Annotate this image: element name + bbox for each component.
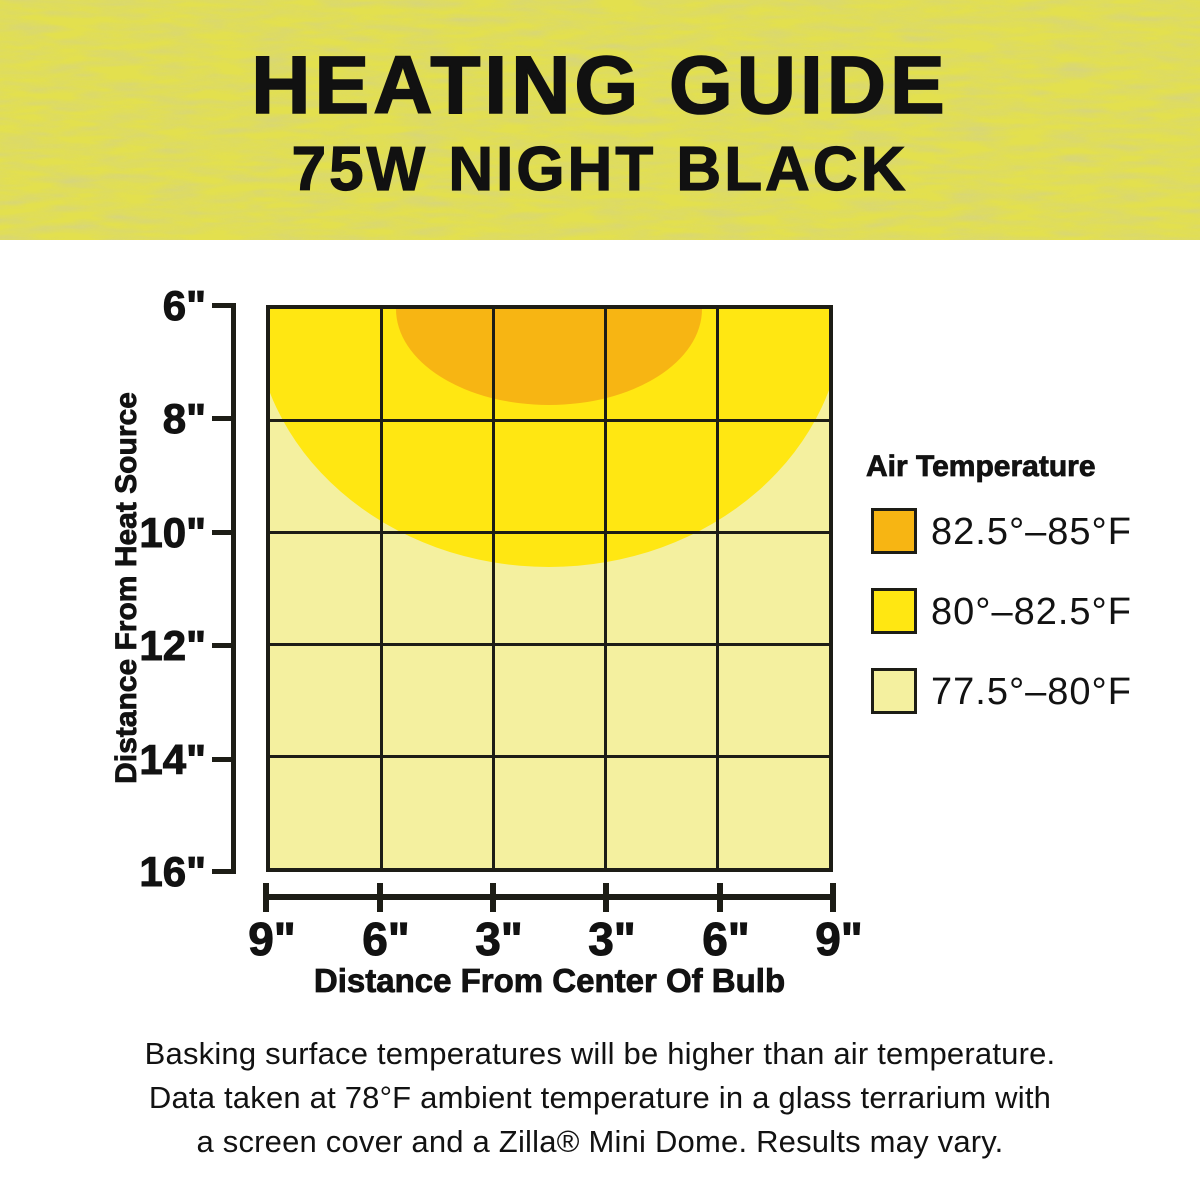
y-tick-label: 8": [162, 395, 206, 442]
y-tick-mark: [212, 757, 236, 762]
page-title: HEATING GUIDE: [250, 40, 949, 131]
x-tick-mark: [830, 883, 836, 912]
legend-title: Air Temperature: [866, 450, 1096, 484]
y-axis-title: Distance From Heat Source: [110, 392, 144, 785]
grid-line-horizontal: [270, 755, 829, 759]
legend-item: 80°–82.5°F: [871, 588, 1191, 634]
legend-label: 82.5°–85°F: [931, 511, 1132, 553]
page-subtitle: 75W NIGHT BLACK: [291, 135, 909, 204]
legend-label: 80°–82.5°F: [931, 591, 1132, 633]
x-tick-label: 9": [248, 913, 296, 965]
y-tick-mark: [212, 643, 236, 648]
y-tick-mark: [212, 869, 236, 874]
caption-line: Basking surface temperatures will be hig…: [144, 1036, 1056, 1071]
legend-item: 77.5°–80°F: [871, 668, 1191, 714]
x-tick-label: 6": [702, 913, 750, 965]
x-tick-mark: [717, 883, 723, 912]
grid-line-vertical: [716, 309, 720, 868]
legend-swatch-yellow: [871, 588, 917, 634]
x-tick-label: 3": [475, 913, 523, 965]
x-tick-mark: [490, 883, 496, 912]
y-tick-label: 6": [162, 282, 206, 329]
grid-line-vertical: [491, 309, 495, 868]
plot-area: [266, 305, 833, 872]
y-tick-mark: [212, 303, 236, 308]
grid-line-vertical: [604, 309, 608, 868]
y-axis-line: [231, 303, 236, 873]
y-tick-label: 16": [139, 848, 207, 895]
y-tick-label: 14": [139, 736, 207, 783]
banner: HEATING GUIDE 75W NIGHT BLACK: [0, 0, 1200, 240]
caption: Basking surface temperatures will be hig…: [0, 1032, 1200, 1164]
legend-label: 77.5°–80°F: [931, 671, 1132, 713]
x-tick-mark: [603, 883, 609, 912]
grid-line-horizontal: [270, 530, 829, 534]
caption-line: a screen cover and a Zilla® Mini Dome. R…: [196, 1124, 1004, 1159]
x-tick-label: 9": [815, 913, 863, 965]
legend-swatch-pale-yellow: [871, 668, 917, 714]
banner-text: HEATING GUIDE 75W NIGHT BLACK: [0, 0, 1200, 240]
x-axis-title: Distance From Center Of Bulb: [313, 962, 786, 1000]
x-tick-label: 3": [588, 913, 636, 965]
legend-item: 82.5°–85°F: [871, 508, 1191, 554]
y-tick-label: 12": [139, 622, 207, 669]
grid-line-vertical: [379, 309, 383, 868]
grid-line-horizontal: [270, 418, 829, 422]
x-axis-line: [266, 894, 833, 900]
caption-line: Data taken at 78°F ambient temperature i…: [148, 1080, 1052, 1115]
y-tick-mark: [212, 530, 236, 535]
y-tick-label: 10": [139, 509, 207, 556]
x-tick-mark: [377, 883, 383, 912]
banner-texture: [0, 0, 1200, 240]
y-tick-mark: [212, 416, 236, 421]
legend-swatch-orange: [871, 508, 917, 554]
x-tick-label: 6": [362, 913, 410, 965]
x-tick-mark: [263, 883, 269, 912]
grid-line-horizontal: [270, 643, 829, 647]
